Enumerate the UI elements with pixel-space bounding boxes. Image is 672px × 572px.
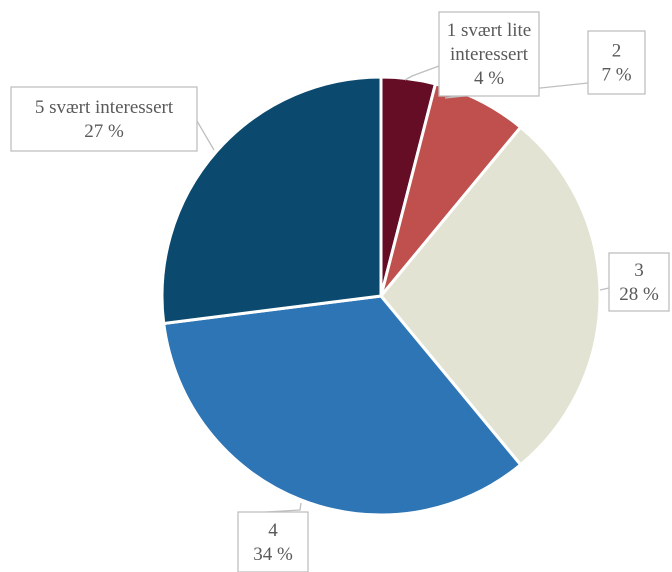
data-label-5-line-1: 5 svært interessert [35, 97, 174, 118]
leader-line-2 [444, 82, 589, 99]
leader-line-5 [196, 120, 215, 151]
pie-slice-4 [162, 294, 523, 517]
data-label-1-line-1: 1 svært lite [447, 20, 531, 41]
data-label-box-2 [587, 30, 646, 95]
data-label-2-line-2: 7 % [601, 65, 631, 86]
data-label-5-line-2: 27 % [84, 121, 124, 142]
data-label-box-4 [237, 511, 309, 572]
data-label-2-line-1: 2 [612, 41, 622, 62]
data-label-box-1 [438, 11, 540, 97]
data-label-3-line-2: 28 % [619, 284, 659, 305]
data-label-box-5 [10, 86, 198, 152]
data-label-1-line-2: interessert [450, 44, 529, 65]
data-label-4-line-1: 4 [268, 520, 278, 541]
data-label-box-3 [608, 252, 670, 312]
leader-line-1 [404, 65, 440, 81]
leader-lines [196, 65, 610, 513]
leader-line-3 [599, 287, 610, 291]
data-label-1-line-3: 4 % [474, 68, 504, 89]
pie-slice-3 [379, 125, 602, 467]
data-label-4-line-2: 34 % [253, 544, 293, 565]
pie-slices [160, 75, 602, 517]
data-label-3-line-1: 3 [634, 260, 644, 281]
pie-slice-5 [160, 75, 383, 326]
leader-line-4 [265, 502, 302, 513]
